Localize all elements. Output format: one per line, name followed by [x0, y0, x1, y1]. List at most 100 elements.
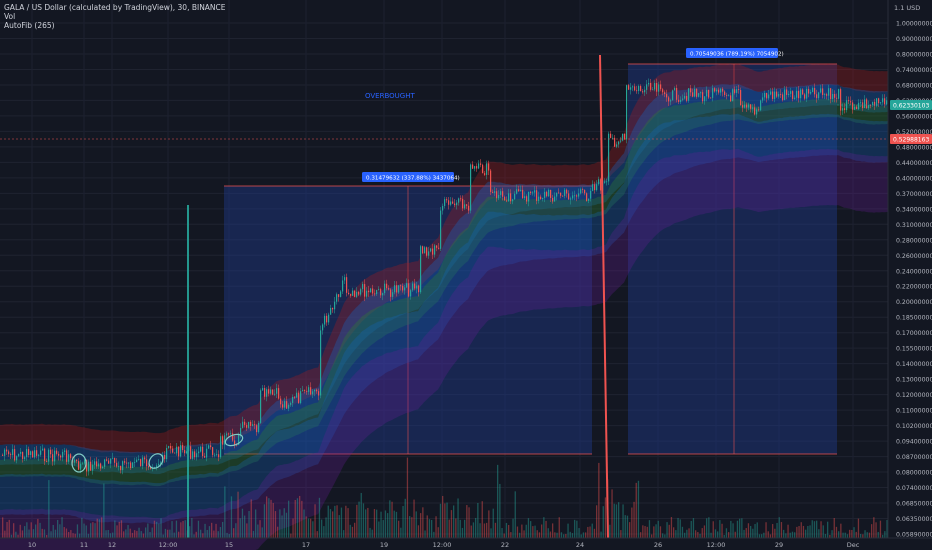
candle — [490, 168, 492, 196]
candle — [848, 96, 850, 104]
candle-body — [794, 97, 796, 99]
candle — [148, 463, 150, 471]
y-tick-label: 0.52000000 — [896, 129, 932, 136]
volume-bar — [811, 520, 813, 538]
candle — [708, 89, 710, 100]
candle — [884, 94, 886, 108]
candle-body — [534, 190, 536, 193]
candle — [294, 395, 296, 400]
candle — [752, 104, 754, 113]
candle-body — [378, 289, 380, 291]
volume-bar — [728, 532, 730, 538]
candle-body — [450, 201, 452, 205]
volume-bar — [582, 532, 585, 538]
candle-body — [250, 421, 252, 426]
candle-body — [410, 290, 412, 297]
candle-body — [108, 460, 110, 464]
candle-body — [528, 191, 530, 202]
volume-bar — [125, 529, 127, 538]
volume-bar — [710, 532, 712, 538]
candle-body — [88, 461, 90, 472]
candle-body — [332, 307, 334, 310]
volume-bar — [835, 526, 838, 538]
candle — [300, 388, 302, 405]
candle — [760, 99, 762, 112]
candle-body — [366, 290, 368, 297]
candle — [6, 446, 8, 455]
candle — [582, 187, 584, 194]
candle-body — [16, 456, 18, 461]
candle — [306, 386, 308, 395]
volume-bar — [281, 515, 283, 538]
volume-bar — [831, 530, 833, 538]
candle — [272, 389, 274, 396]
candle-body — [626, 85, 628, 140]
candle — [18, 453, 20, 458]
candle — [814, 83, 816, 98]
volume-bar — [8, 519, 10, 538]
volume-bar — [261, 527, 263, 538]
candle — [308, 384, 310, 395]
volume-bar — [644, 526, 646, 538]
candle-body — [564, 189, 566, 196]
candle — [590, 187, 592, 202]
candle-body — [750, 104, 752, 109]
candle — [570, 196, 572, 205]
candle — [412, 280, 414, 292]
volume-bar — [721, 523, 723, 538]
candle-body — [282, 404, 284, 408]
candle — [242, 416, 244, 429]
candle — [642, 88, 644, 94]
volume-bar — [230, 496, 233, 538]
candle — [526, 194, 528, 205]
volume-bar — [426, 515, 428, 538]
candle-body — [734, 89, 736, 93]
y-tick-label: 0.17000000 — [896, 330, 932, 337]
candle-body — [578, 193, 580, 197]
candle — [866, 97, 868, 109]
volume-bar — [222, 521, 224, 538]
candle-body — [326, 315, 328, 323]
candle-body — [666, 94, 668, 98]
volume-bar — [349, 524, 351, 538]
volume-bar — [684, 532, 686, 538]
candle-body — [154, 467, 156, 469]
candle-body — [160, 462, 162, 464]
volume-bar — [83, 523, 85, 538]
candle-body — [94, 461, 96, 465]
candle — [352, 287, 354, 296]
volume-bar — [677, 517, 679, 538]
volume-bar — [160, 518, 162, 538]
candle-body — [120, 465, 122, 471]
candle-body — [744, 104, 746, 108]
candle-body — [404, 287, 406, 291]
candle-body — [400, 285, 402, 287]
candle-body — [300, 391, 302, 404]
candle-body — [848, 100, 850, 102]
candle — [868, 100, 870, 110]
volume-bar — [50, 531, 52, 538]
ribbon-red-top — [0, 63, 888, 455]
volume-bar — [882, 534, 884, 538]
volume-bar — [523, 530, 525, 538]
volume-bar — [849, 529, 851, 538]
candle-body — [536, 190, 538, 201]
candles — [2, 78, 890, 477]
candle — [288, 403, 290, 412]
candle-body — [540, 196, 542, 200]
volume-bar — [402, 506, 404, 538]
candle-body — [166, 448, 168, 460]
candle-body — [824, 94, 826, 96]
candle-body — [14, 449, 16, 461]
candle — [826, 92, 828, 100]
candle — [200, 445, 202, 453]
candle — [208, 444, 210, 449]
candle-body — [470, 164, 472, 211]
candle — [410, 288, 412, 300]
candle — [548, 188, 550, 198]
candle-body — [768, 94, 770, 99]
volume-bar — [197, 520, 200, 538]
volume-bar — [633, 501, 635, 538]
candle — [454, 199, 456, 208]
